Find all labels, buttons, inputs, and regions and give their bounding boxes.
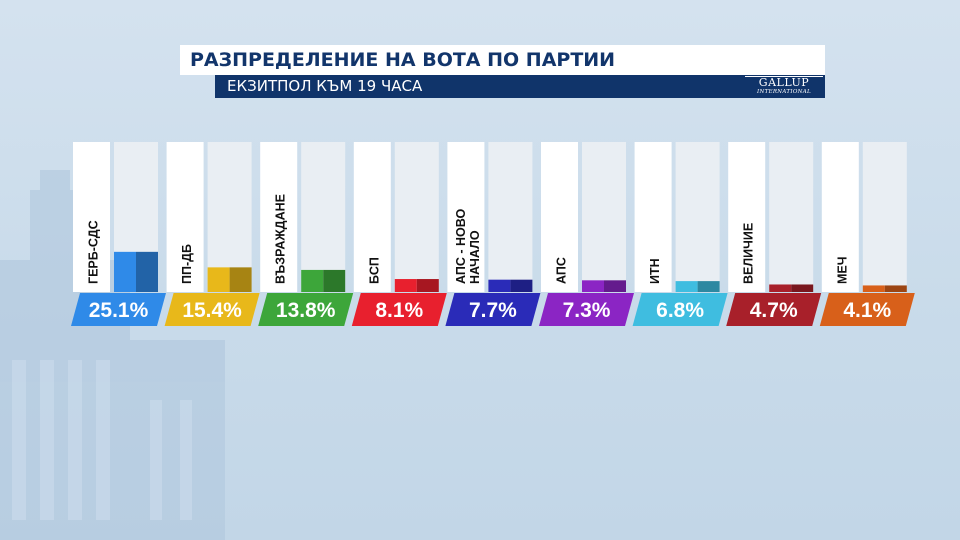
chart-subtitle: ЕКЗИТПОЛ КЪМ 19 ЧАСА — [215, 75, 825, 98]
bar-track — [488, 142, 533, 292]
value-badge — [258, 293, 354, 326]
value-label: 15.4% — [182, 299, 242, 322]
bar-track — [207, 142, 252, 292]
bar-shade — [323, 269, 346, 292]
category-label-panel — [821, 142, 859, 292]
bar — [582, 280, 604, 292]
category-label: ВЕЛИЧИЕ — [742, 223, 756, 284]
bar-track — [394, 142, 439, 292]
bar-shade — [136, 251, 158, 292]
bar-track — [769, 142, 814, 292]
category-label-panel — [447, 142, 485, 292]
value-badge — [71, 293, 166, 326]
category-label: ГЕРБ-СДС — [87, 220, 101, 284]
category-label: ПП-ДБ — [180, 244, 194, 284]
bar-shade — [229, 267, 252, 292]
bar — [862, 285, 885, 292]
value-badge — [351, 293, 447, 326]
value-label: 13.8% — [276, 299, 336, 322]
category-label-panel — [728, 142, 766, 292]
bar-shade — [884, 285, 907, 292]
value-label: 4.1% — [843, 299, 891, 322]
value-badge — [445, 293, 541, 326]
bar-track — [675, 142, 720, 292]
value-badge — [539, 293, 634, 326]
bar-shade — [697, 281, 720, 292]
category-label-panel — [541, 142, 578, 292]
value-label: 8.1% — [375, 299, 423, 322]
category-label: БСП — [367, 257, 381, 284]
value-label: 7.7% — [469, 299, 517, 322]
value-badge — [164, 293, 260, 326]
value-label: 4.7% — [750, 299, 798, 322]
value-badge — [726, 293, 822, 326]
chart-title: РАЗПРЕДЕЛЕНИЕ НА ВОТА ПО ПАРТИИ — [180, 45, 825, 75]
bar — [488, 279, 511, 292]
bar — [301, 269, 324, 292]
bar-track — [301, 142, 346, 292]
category-label: ИТН — [648, 258, 662, 284]
bar — [769, 284, 792, 292]
category-label: ВЪЗРАЖДАНЕ — [274, 194, 288, 284]
value-badge — [632, 293, 728, 326]
bar-shade — [416, 279, 439, 292]
value-label: 7.3% — [563, 299, 611, 322]
category-label: АПС — [555, 257, 569, 284]
category-label-panel — [353, 142, 391, 292]
building-background-graphic — [0, 170, 225, 540]
value-badge — [819, 293, 915, 326]
category-label: МЕЧ — [835, 256, 849, 284]
bar-track — [862, 142, 907, 292]
logo-name: GALLUP — [745, 76, 823, 89]
gallup-logo: GALLUP INTERNATIONAL — [745, 76, 823, 97]
logo-tagline: INTERNATIONAL — [757, 89, 811, 95]
category-label: АПС - НОВОНАЧАЛО — [454, 209, 482, 284]
bar-track — [582, 142, 626, 292]
bar-shade — [791, 284, 814, 292]
bar — [207, 267, 230, 292]
bar-shade — [510, 279, 533, 292]
bar — [394, 279, 417, 292]
category-label-panel — [260, 142, 298, 292]
category-label-panel — [166, 142, 204, 292]
value-label: 6.8% — [656, 299, 704, 322]
bar — [675, 281, 698, 292]
category-label-panel — [73, 142, 110, 292]
value-label: 25.1% — [89, 299, 149, 322]
bar-shade — [604, 280, 626, 292]
category-label-panel — [634, 142, 672, 292]
bar — [114, 251, 136, 292]
